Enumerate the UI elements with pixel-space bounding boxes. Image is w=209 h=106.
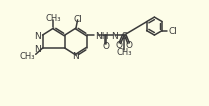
Text: N: N [111, 32, 117, 41]
Text: CH₃: CH₃ [19, 52, 34, 61]
Text: Cl: Cl [74, 15, 82, 24]
Text: S: S [121, 32, 127, 41]
Text: CH₃: CH₃ [116, 48, 132, 57]
Text: O: O [116, 41, 122, 50]
Text: N: N [34, 32, 41, 41]
Text: N: N [34, 45, 41, 54]
Text: Cl: Cl [169, 27, 178, 36]
Text: O: O [102, 42, 109, 51]
Text: N: N [73, 52, 79, 61]
Text: NH: NH [96, 32, 109, 41]
Text: O: O [126, 41, 133, 50]
Text: CH₃: CH₃ [45, 14, 61, 23]
